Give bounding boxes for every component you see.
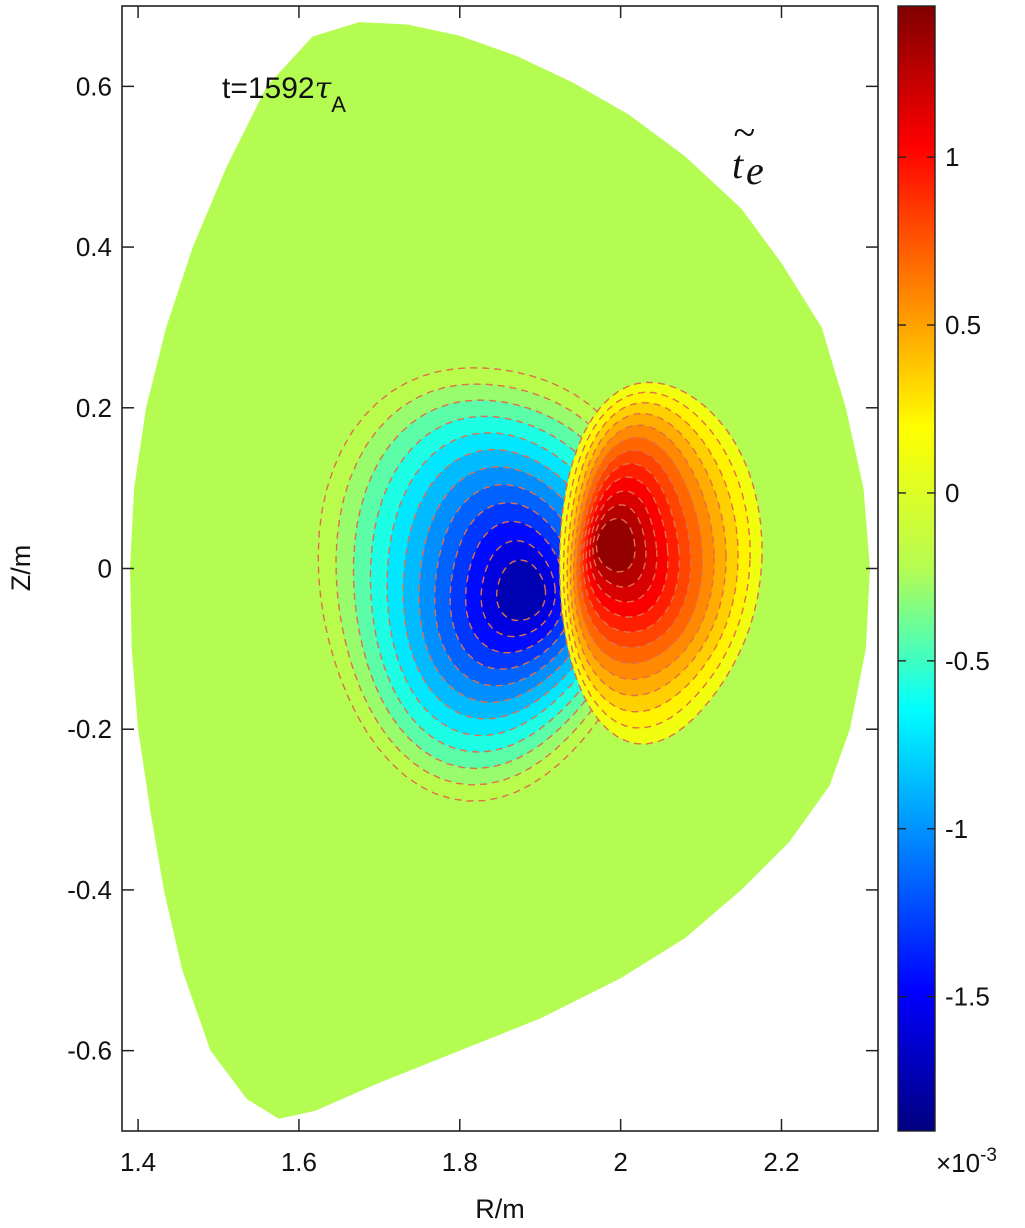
colorbar-tick-label: 0.5 [945, 310, 981, 340]
x-tick-label: 2.2 [763, 1147, 799, 1177]
colorbar-tick-label: 1 [945, 142, 959, 172]
positive-contour [595, 517, 636, 573]
y-tick-label: 0.2 [76, 393, 112, 423]
colorbar-tick-label: -1.5 [945, 982, 990, 1012]
y-tick-label: 0 [98, 554, 112, 584]
y-tick-label: -0.4 [67, 875, 112, 905]
svg-text:~: ~ [733, 110, 755, 155]
colorbar: 1 0.5 0 -0.5 -1 -1.5 ×10-3 [897, 5, 997, 1178]
x-tick-label: 1.4 [120, 1147, 156, 1177]
y-axis-ticks: 0.6 0.4 0.2 0 -0.2 -0.4 -0.6 [67, 71, 878, 1066]
negative-contour [496, 559, 547, 622]
y-tick-label: -0.6 [67, 1036, 112, 1066]
time-annotation: t=1592τA [222, 71, 346, 117]
x-tick-label: 1.6 [281, 1147, 317, 1177]
y-tick-label: 0.4 [76, 232, 112, 262]
svg-text:t: t [732, 142, 744, 187]
x-axis-label: R/m [475, 1194, 525, 1224]
contour-layer [130, 22, 870, 1119]
x-tick-label: 1.8 [442, 1147, 478, 1177]
colorbar-tick-label: 0 [945, 478, 959, 508]
colorbar-tick-label: -0.5 [945, 646, 990, 676]
x-axis-ticks: 1.4 1.6 1.8 2 2.2 [120, 6, 800, 1177]
x-tick-label: 2 [613, 1147, 627, 1177]
colorbar-tick-label: -1 [945, 814, 968, 844]
colorbar-gradient [897, 5, 936, 1132]
variable-label: t ~ e [732, 110, 764, 193]
y-axis-label: Z/m [6, 545, 36, 592]
colorbar-ticks: 1 0.5 0 -0.5 -1 -1.5 [898, 142, 990, 1012]
svg-text:e: e [746, 148, 764, 193]
y-tick-label: 0.6 [76, 71, 112, 101]
colorbar-exponent: ×10-3 [936, 1145, 997, 1178]
y-tick-label: -0.2 [67, 714, 112, 744]
